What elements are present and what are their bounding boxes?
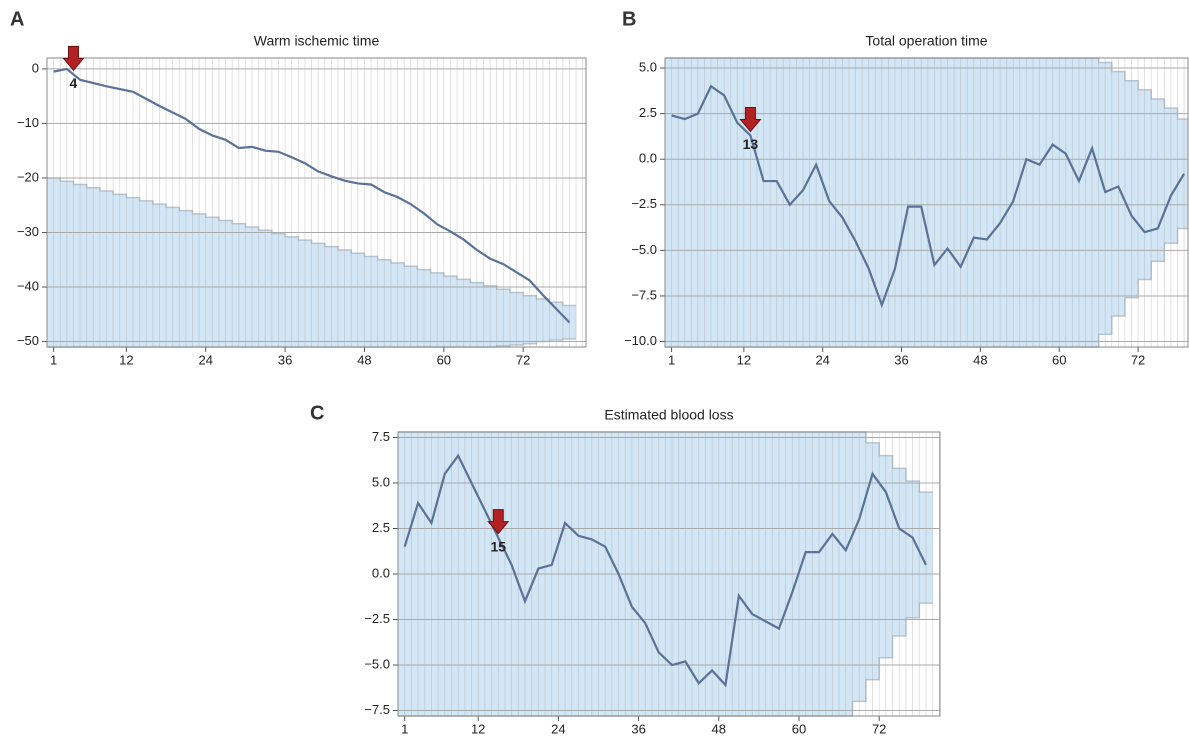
arrow-marker bbox=[487, 509, 510, 535]
x-tick-label: 1 bbox=[401, 721, 408, 736]
plot-frame bbox=[397, 431, 941, 717]
panel-label: C bbox=[310, 402, 324, 424]
y-tick-label: −30 bbox=[17, 224, 39, 239]
x-tick-label: 36 bbox=[894, 352, 908, 367]
y-tick-label: 2.5 bbox=[639, 105, 657, 120]
x-tick-label: 72 bbox=[872, 721, 886, 736]
boundary-edge bbox=[47, 177, 577, 307]
x-tick-label: 36 bbox=[278, 352, 292, 367]
x-tick-label: 1 bbox=[668, 352, 675, 367]
x-tick-label: 60 bbox=[437, 352, 451, 367]
chart-title: Estimated blood loss bbox=[604, 407, 733, 423]
y-tick-label: −7.5 bbox=[364, 702, 390, 717]
y-tick-label: 0.0 bbox=[372, 565, 390, 580]
boundary-band bbox=[47, 177, 577, 347]
x-tick-label: 60 bbox=[792, 721, 806, 736]
y-tick-label: −5.0 bbox=[364, 656, 390, 671]
annotation-label: 15 bbox=[490, 538, 506, 554]
x-tick-label: 60 bbox=[1052, 352, 1066, 367]
y-tick-label: −2.5 bbox=[631, 196, 657, 211]
y-tick-label: 7.5 bbox=[372, 429, 390, 444]
x-tick-label: 48 bbox=[357, 352, 371, 367]
y-tick-label: 0 bbox=[32, 60, 39, 75]
x-tick-label: 12 bbox=[737, 352, 751, 367]
plot-frame bbox=[46, 57, 587, 348]
y-tick-label: 0.0 bbox=[639, 151, 657, 166]
y-tick-label: −10.0 bbox=[624, 333, 657, 348]
annotation-label: 4 bbox=[70, 75, 78, 91]
x-tick-label: 72 bbox=[516, 352, 530, 367]
x-tick-label: 48 bbox=[712, 721, 726, 736]
x-tick-label: 1 bbox=[50, 352, 57, 367]
y-tick-label: −7.5 bbox=[631, 287, 657, 302]
panel-label: B bbox=[622, 8, 636, 30]
data-line bbox=[671, 84, 1186, 309]
x-tick-label: 48 bbox=[973, 352, 987, 367]
annotation-label: 13 bbox=[743, 136, 759, 152]
boundary-band bbox=[665, 58, 1188, 347]
x-tick-label: 24 bbox=[551, 721, 565, 736]
chart-title: Warm ischemic time bbox=[254, 33, 380, 49]
x-tick-label: 24 bbox=[815, 352, 829, 367]
chart-title: Total operation time bbox=[865, 33, 987, 49]
y-tick-label: −10 bbox=[17, 115, 39, 130]
y-tick-label: −20 bbox=[17, 169, 39, 184]
y-tick-label: −40 bbox=[17, 278, 39, 293]
x-tick-label: 12 bbox=[471, 721, 485, 736]
arrow-marker bbox=[739, 106, 762, 133]
x-tick-label: 12 bbox=[119, 352, 133, 367]
x-tick-label: 36 bbox=[631, 721, 645, 736]
y-tick-label: −2.5 bbox=[364, 611, 390, 626]
y-tick-label: 5.0 bbox=[639, 59, 657, 74]
y-tick-label: 5.0 bbox=[372, 474, 390, 489]
y-tick-label: 2.5 bbox=[372, 520, 390, 535]
x-tick-label: 72 bbox=[1131, 352, 1145, 367]
plot-frame bbox=[664, 57, 1189, 348]
arrow-marker bbox=[62, 45, 85, 72]
data-line bbox=[53, 67, 571, 324]
y-tick-label: −50 bbox=[17, 333, 39, 348]
y-tick-label: −5.0 bbox=[631, 242, 657, 257]
x-tick-label: 24 bbox=[198, 352, 212, 367]
panel-label: A bbox=[10, 8, 24, 30]
